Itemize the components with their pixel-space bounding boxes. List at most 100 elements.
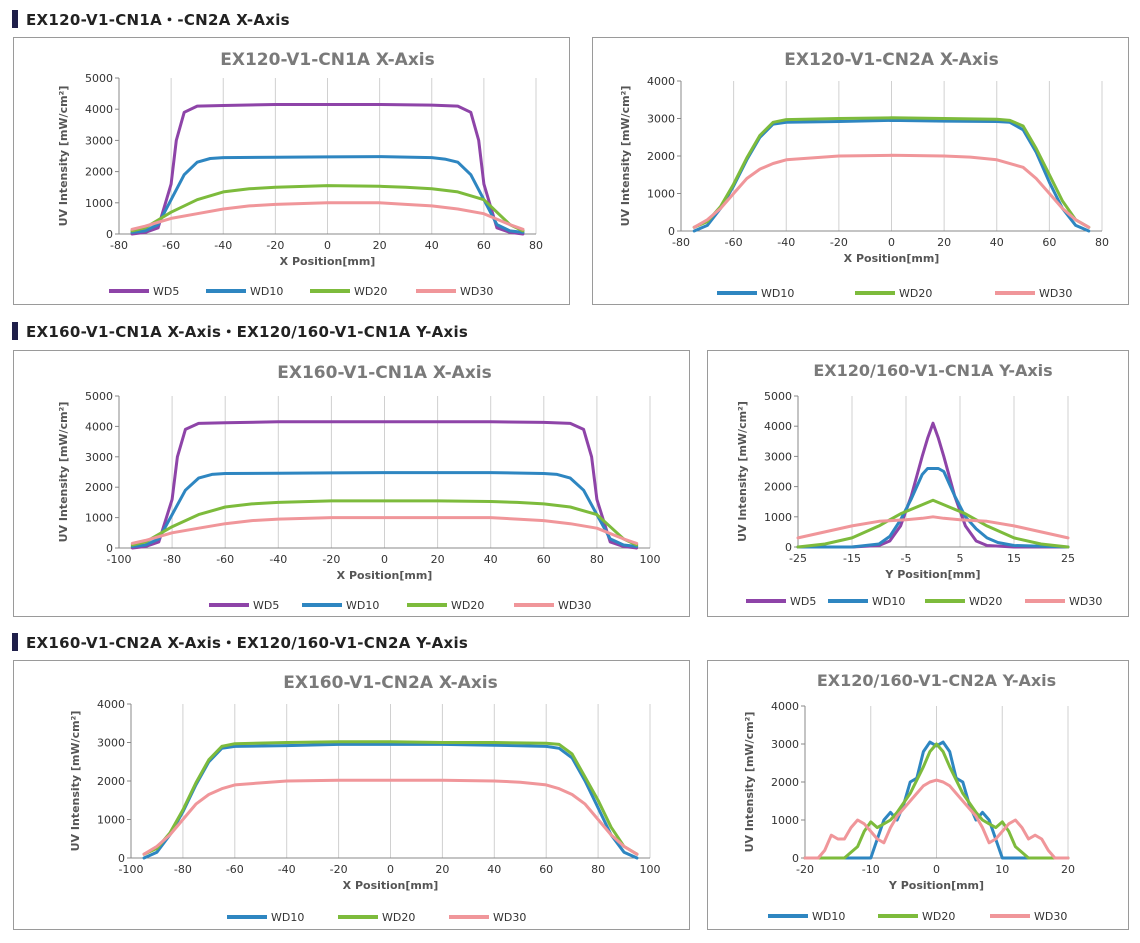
chart-cn2a-y: EX120/160-V1-CN2A Y-Axis -20 -10 0 10 20 0 1000…: [743, 671, 1075, 923]
y-tick-label: 5000: [85, 72, 113, 85]
x-tick-label: 60: [539, 863, 553, 876]
y-tick-label: 2000: [764, 481, 792, 494]
y-tick-label: 0: [118, 852, 125, 865]
series-line-wd20: [142, 740, 639, 856]
x-tick-label: -60: [226, 863, 244, 876]
x-tick-label: -20: [830, 236, 848, 249]
x-tick-label: 10: [995, 863, 1009, 876]
series-line-wd10: [130, 471, 639, 548]
chart-panel-cn1a-y: EX120/160-V1-CN1A Y-Axis -25 -15 -5 5 15 25 0 10…: [707, 350, 1129, 617]
y-tick-label: 4000: [97, 698, 125, 711]
x-tick-label: 40: [990, 236, 1004, 249]
x-tick-label: 40: [484, 553, 498, 566]
x-tick-label: -20: [266, 239, 284, 252]
chart-title: EX160-V1-CN1A X-Axis: [277, 363, 492, 383]
x-tick-label: 40: [425, 239, 439, 252]
x-tick-label: -60: [216, 553, 234, 566]
y-tick-label: 4000: [771, 700, 799, 713]
legend-label-wd5: WD5: [790, 595, 816, 608]
chart-panel-ex160-cn1a-x: EX160-V1-CN1A X-Axis -100 -80 -60 -40 -20 0 20 4…: [13, 350, 690, 617]
x-tick-label: 20: [431, 553, 445, 566]
legend-label-wd20: WD20: [922, 910, 955, 923]
section-header-1: EX120-V1-CN1A・-CN2A X-Axis: [12, 8, 290, 30]
y-axis-label: UV Intensity [mW/cm²]: [619, 86, 632, 227]
y-tick-label: 2000: [647, 150, 675, 163]
legend-label-wd20: WD20: [382, 911, 415, 924]
y-tick-label: 4000: [85, 103, 113, 116]
legend-label-wd20: WD20: [969, 595, 1002, 608]
x-tick-label: -40: [269, 553, 287, 566]
y-tick-label: 2000: [97, 775, 125, 788]
x-tick-label: 25: [1061, 552, 1075, 565]
y-tick-label: 1000: [771, 814, 799, 827]
x-tick-label: -40: [214, 239, 232, 252]
x-tick-label: 40: [487, 863, 501, 876]
series-line-wd10: [796, 467, 1070, 549]
section-bar: [12, 633, 18, 651]
y-tick-label: 2000: [771, 776, 799, 789]
x-tick-label: -20: [330, 863, 348, 876]
x-tick-label: 20: [1061, 863, 1075, 876]
x-tick-label: -60: [162, 239, 180, 252]
x-tick-label: 100: [640, 863, 661, 876]
y-tick-label: 0: [785, 541, 792, 554]
x-tick-label: 15: [1007, 552, 1021, 565]
legend-label-wd20: WD20: [354, 285, 387, 298]
x-tick-label: 0: [324, 239, 331, 252]
section-title-1: EX120-V1-CN1A・-CN2A X-Axis: [26, 10, 290, 29]
legend-label-wd20: WD20: [451, 599, 484, 612]
series-line-wd30: [142, 778, 639, 856]
y-tick-label: 1000: [85, 512, 113, 525]
series-line-wd20: [130, 499, 639, 547]
y-axis-label: UV Intensity [mW/cm²]: [736, 401, 749, 542]
x-tick-label: 80: [1095, 236, 1109, 249]
legend-label-wd30: WD30: [558, 599, 591, 612]
x-tick-label: 80: [590, 553, 604, 566]
x-tick-label: -80: [163, 553, 181, 566]
y-tick-label: 4000: [764, 420, 792, 433]
x-axis-label: Y Position[mm]: [884, 568, 980, 581]
y-tick-label: 0: [106, 228, 113, 241]
y-tick-label: 2000: [85, 166, 113, 179]
series-line-wd30: [130, 516, 639, 545]
y-tick-label: 4000: [85, 420, 113, 433]
x-tick-label: -80: [174, 863, 192, 876]
section-bar: [12, 10, 18, 28]
x-tick-label: -10: [862, 863, 880, 876]
x-tick-label: -80: [672, 236, 690, 249]
chart-panel-ex120-cn1a-x: EX120-V1-CN1A X-Axis -80 -60 -40 -20 0 20 40 60 8…: [13, 37, 570, 305]
chart-panel-cn2a-y: EX120/160-V1-CN2A Y-Axis -20 -10 0 10 20 0 1000…: [707, 660, 1129, 930]
y-axis-label: UV Intensity [mW/cm²]: [57, 86, 70, 227]
x-tick-label: -100: [119, 863, 144, 876]
y-tick-label: 0: [792, 852, 799, 865]
y-tick-label: 3000: [97, 737, 125, 750]
x-tick-label: 20: [937, 236, 951, 249]
chart-ex160-cn1a-x: EX160-V1-CN1A X-Axis -100 -80 -60 -40 -20 0 20 4…: [57, 363, 661, 612]
legend-label-wd30: WD30: [460, 285, 493, 298]
y-tick-label: 3000: [764, 450, 792, 463]
x-tick-label: -60: [725, 236, 743, 249]
section-header-3: EX160-V1-CN2A X-Axis・EX120/160-V1-CN2A Y…: [12, 631, 468, 653]
y-tick-label: 5000: [764, 390, 792, 403]
chart-title: EX120-V1-CN2A X-Axis: [784, 50, 999, 70]
series-line-wd20: [796, 498, 1070, 549]
x-tick-label: -15: [843, 552, 861, 565]
x-tick-label: 0: [933, 863, 940, 876]
chart-ex160-cn2a-x: EX160-V1-CN2A X-Axis -100 -80 -60 -40 -20 0 20 4…: [69, 673, 661, 924]
chart-title: EX120/160-V1-CN1A Y-Axis: [813, 361, 1052, 380]
legend-label-wd20: WD20: [899, 287, 932, 300]
y-tick-label: 3000: [85, 451, 113, 464]
x-tick-label: 60: [477, 239, 491, 252]
series-line-wd30: [803, 778, 1070, 860]
series-line-wd5: [130, 103, 525, 236]
series-line-wd20: [130, 184, 525, 233]
y-tick-label: 3000: [771, 738, 799, 751]
y-tick-label: 0: [668, 225, 675, 238]
x-tick-label: 80: [529, 239, 543, 252]
y-tick-label: 1000: [764, 511, 792, 524]
series-line-wd5: [796, 421, 1070, 549]
x-axis-label: X Position[mm]: [337, 569, 433, 582]
x-tick-label: -100: [107, 553, 132, 566]
legend-label-wd10: WD10: [271, 911, 304, 924]
section-header-2: EX160-V1-CN1A X-Axis・EX120/160-V1-CN1A Y…: [12, 320, 468, 342]
